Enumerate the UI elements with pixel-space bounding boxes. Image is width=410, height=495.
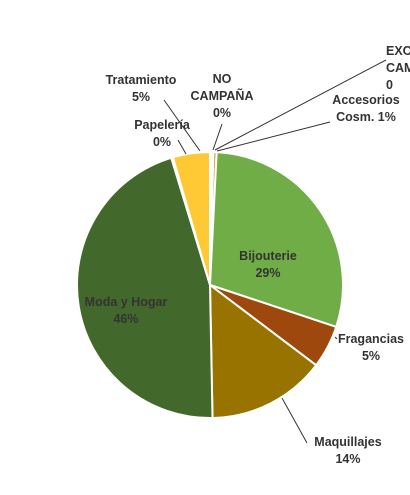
data-label-percent: 46%	[113, 312, 138, 326]
data-label-accesorios-cosm: Accesorios Cosm. 1%	[332, 93, 399, 124]
slices-layer	[76, 150, 344, 419]
data-label-moda-y-hogar: Moda y Hogar 46%	[85, 295, 168, 326]
leader-line-exco-campana	[214, 59, 387, 151]
data-label-percent: 14%	[335, 452, 360, 466]
data-label-text: Cosm. 1%	[336, 110, 396, 124]
leader-line-tratamiento	[163, 99, 201, 152]
data-label-text: Moda y Hogar	[85, 295, 168, 309]
data-label-text: Tratamiento	[106, 73, 177, 87]
leader-line-accesorios-cosm	[216, 121, 331, 152]
data-label-fragancias: Fragancias 5%	[338, 332, 404, 363]
data-label-text: CAMPAÑA	[191, 88, 254, 103]
data-label-text: Accesorios	[332, 93, 399, 107]
data-label-text: CAM	[386, 61, 410, 75]
data-label-bijouterie: Bijouterie 29%	[239, 249, 297, 280]
data-label-text: Bijouterie	[239, 249, 297, 263]
pie-slice-tratamiento	[171, 150, 211, 286]
data-label-text: Fragancias	[338, 332, 404, 346]
pie-slice-maquillajes	[208, 282, 318, 419]
leader-line-no-campana	[212, 123, 223, 151]
data-label-percent: 5%	[132, 90, 150, 104]
data-label-percent: 5%	[362, 349, 380, 363]
pie-slice-moda-y-hogar	[76, 156, 214, 419]
data-label-text: Maquillajes	[314, 435, 381, 449]
leader-line-papeleria	[177, 139, 187, 155]
data-label-percent: 29%	[255, 266, 280, 280]
leader-line-maquillajes	[281, 397, 308, 444]
leader-lines-layer	[163, 59, 387, 444]
data-label-text: NO	[213, 72, 232, 86]
pie-slice-bijouterie	[208, 151, 344, 329]
data-label-percent: 0%	[153, 135, 171, 149]
data-label-exco-campana: EXC CAM 0	[386, 44, 410, 92]
data-label-tratamiento: Tratamiento 5%	[106, 73, 177, 104]
data-label-no-campana: NO CAMPAÑA 0%	[191, 72, 254, 120]
data-label-text: EXC	[386, 44, 410, 58]
data-label-percent: 0	[386, 78, 393, 92]
data-label-maquillajes: Maquillajes 14%	[314, 435, 381, 466]
leader-line-fragancias	[334, 336, 338, 340]
data-label-papeleria: Papelería 0%	[134, 118, 191, 149]
data-label-text: Papelería	[134, 118, 191, 132]
data-label-percent: 0%	[213, 106, 231, 120]
